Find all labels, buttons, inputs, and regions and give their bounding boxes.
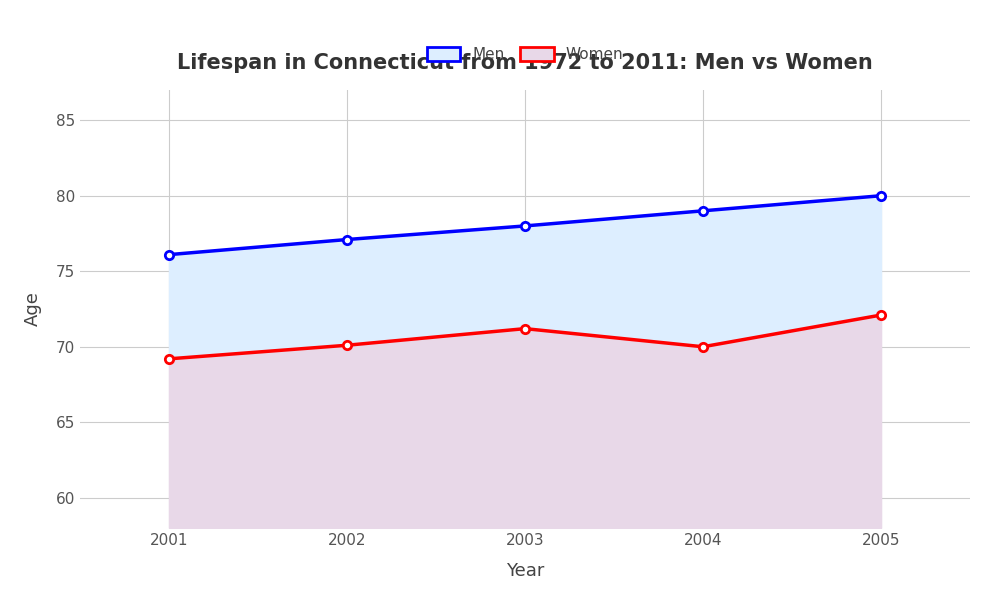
X-axis label: Year: Year <box>506 562 544 580</box>
Y-axis label: Age: Age <box>24 292 42 326</box>
Legend: Men, Women: Men, Women <box>420 41 630 68</box>
Title: Lifespan in Connecticut from 1972 to 2011: Men vs Women: Lifespan in Connecticut from 1972 to 201… <box>177 53 873 73</box>
